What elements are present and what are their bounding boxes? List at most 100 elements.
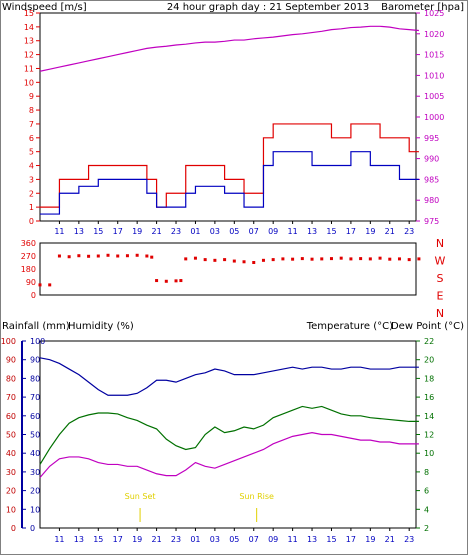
sunrise-label: Sun Rise — [239, 492, 274, 501]
bottom-x-tick-label: 07 — [249, 535, 259, 544]
wind-direction-point — [150, 255, 154, 259]
wind-direction-point — [310, 257, 314, 261]
wind-direction-point — [203, 258, 207, 262]
top-x-tick-label: 23 — [171, 227, 181, 236]
humidity-tick-label: 90 — [30, 356, 40, 365]
wind-direction-point — [359, 257, 363, 261]
barometer-line — [39, 25, 419, 72]
humidity-tick-label: 100 — [30, 337, 45, 346]
humidity-tick-label: 50 — [30, 431, 40, 440]
top-x-tick-label: 01 — [190, 227, 200, 236]
temperature-line — [39, 405, 419, 465]
top-x-tick-label: 11 — [54, 227, 64, 236]
humidity-line — [39, 357, 419, 396]
wind-direction-point — [155, 279, 159, 283]
bottom-x-tick-label: 15 — [93, 535, 103, 544]
top-x-tick-label: 21 — [385, 227, 395, 236]
windspeed-axis-label: Windspeed [m/s] — [2, 2, 87, 13]
top-x-tick-label: 15 — [93, 227, 103, 236]
windspeed-tick-label: 9 — [29, 92, 34, 101]
rainfall-tick-label: 30 — [6, 468, 16, 477]
wind-direction-point — [252, 261, 256, 264]
windspeed-tick-label: 15 — [24, 9, 34, 18]
windspeed-tick-label: 12 — [24, 51, 34, 60]
direction-plot-frame — [39, 242, 417, 296]
wind-direction-point — [291, 257, 295, 261]
wind-direction-point — [145, 254, 149, 258]
wind-direction-point — [397, 257, 401, 261]
wind-direction-point — [125, 254, 129, 258]
wind-direction-point — [135, 253, 139, 257]
windspeed-tick-label: 5 — [29, 148, 34, 157]
rainfall-tick-label: 40 — [6, 449, 16, 458]
bottom-x-tick-label: 13 — [74, 535, 84, 544]
wind-direction-point — [116, 254, 120, 258]
temperature-axis-label: Temperature (°C) — [306, 321, 393, 332]
top-x-tick-label: 17 — [113, 227, 123, 236]
barometer-tick-label: 1000 — [424, 113, 444, 122]
rainfall-tick-label: 70 — [6, 393, 16, 402]
wind-direction-point — [349, 257, 353, 261]
compass-label: S — [437, 272, 444, 285]
wind-direction-point — [261, 258, 265, 262]
temperature-tick-label: 14 — [424, 412, 434, 421]
top-x-tick-label: 13 — [307, 227, 317, 236]
humidity-tick-label: 30 — [30, 468, 40, 477]
wind-direction-point — [339, 256, 343, 260]
bottom-x-tick-label: 09 — [268, 535, 278, 544]
barometer-tick-label: 1020 — [424, 30, 444, 39]
rainfall-tick-label: 0 — [11, 524, 16, 533]
temperature-tick-label: 4 — [424, 505, 429, 514]
wind-direction-point — [67, 255, 71, 259]
wind-direction-point — [77, 254, 81, 258]
rainfall-axis-label: Rainfall (mm) — [2, 321, 70, 332]
bottom-x-tick-label: 15 — [326, 535, 336, 544]
wind-direction-point — [232, 259, 236, 263]
windspeed-tick-label: 6 — [29, 134, 34, 143]
bottom-x-tick-label: 03 — [210, 535, 220, 544]
bottom-x-tick-label: 05 — [229, 535, 239, 544]
bottom-x-tick-label: 21 — [385, 535, 395, 544]
bottom-x-tick-label: 11 — [288, 535, 298, 544]
wind-direction-point — [179, 279, 183, 283]
barometer-axis-label: Barometer [hpa] — [381, 2, 464, 13]
wind-direction-point — [164, 279, 168, 283]
wind-direction-point — [213, 258, 217, 262]
barometer-tick-label: 1025 — [424, 9, 444, 18]
rainfall-tick-label: 90 — [6, 356, 16, 365]
bottom-x-tick-label: 01 — [190, 535, 200, 544]
compass-label: N — [436, 237, 444, 250]
windspeed-average-line — [40, 151, 419, 215]
wind-direction-point — [193, 256, 197, 260]
direction-tick-label: 0 — [31, 291, 36, 300]
windspeed-tick-label: 11 — [24, 64, 34, 73]
temperature-tick-label: 10 — [424, 449, 434, 458]
bottom-x-tick-label: 21 — [151, 535, 161, 544]
top-x-tick-label: 11 — [288, 227, 298, 236]
temperature-tick-label: 2 — [424, 524, 429, 533]
rainfall-tick-label: 20 — [6, 487, 16, 496]
bottom-x-tick-label: 23 — [171, 535, 181, 544]
wind-direction-point — [223, 258, 227, 262]
direction-tick-label: 270 — [21, 252, 36, 261]
chart-title: 24 hour graph day : 21 September 2013 — [167, 2, 369, 13]
bottom-x-tick-label: 19 — [365, 535, 375, 544]
top-x-tick-label: 19 — [132, 227, 142, 236]
windspeed-tick-label: 2 — [29, 189, 34, 198]
windspeed-tick-label: 1 — [29, 203, 34, 212]
dewpoint-line — [39, 432, 419, 478]
rainfall-tick-label: 60 — [6, 412, 16, 421]
windspeed-tick-label: 4 — [29, 162, 34, 171]
barometer-tick-label: 995 — [424, 134, 439, 143]
humidity-tick-label: 70 — [30, 393, 40, 402]
bottom-x-tick-label: 11 — [54, 535, 64, 544]
rainfall-tick-label: 10 — [6, 505, 16, 514]
rainfall-tick-label: 80 — [6, 374, 16, 383]
wind-direction-point — [388, 257, 392, 261]
wind-barometer-chart: 0123456789101112131415975980985990995100… — [24, 9, 445, 236]
temperature-tick-label: 20 — [424, 356, 434, 365]
